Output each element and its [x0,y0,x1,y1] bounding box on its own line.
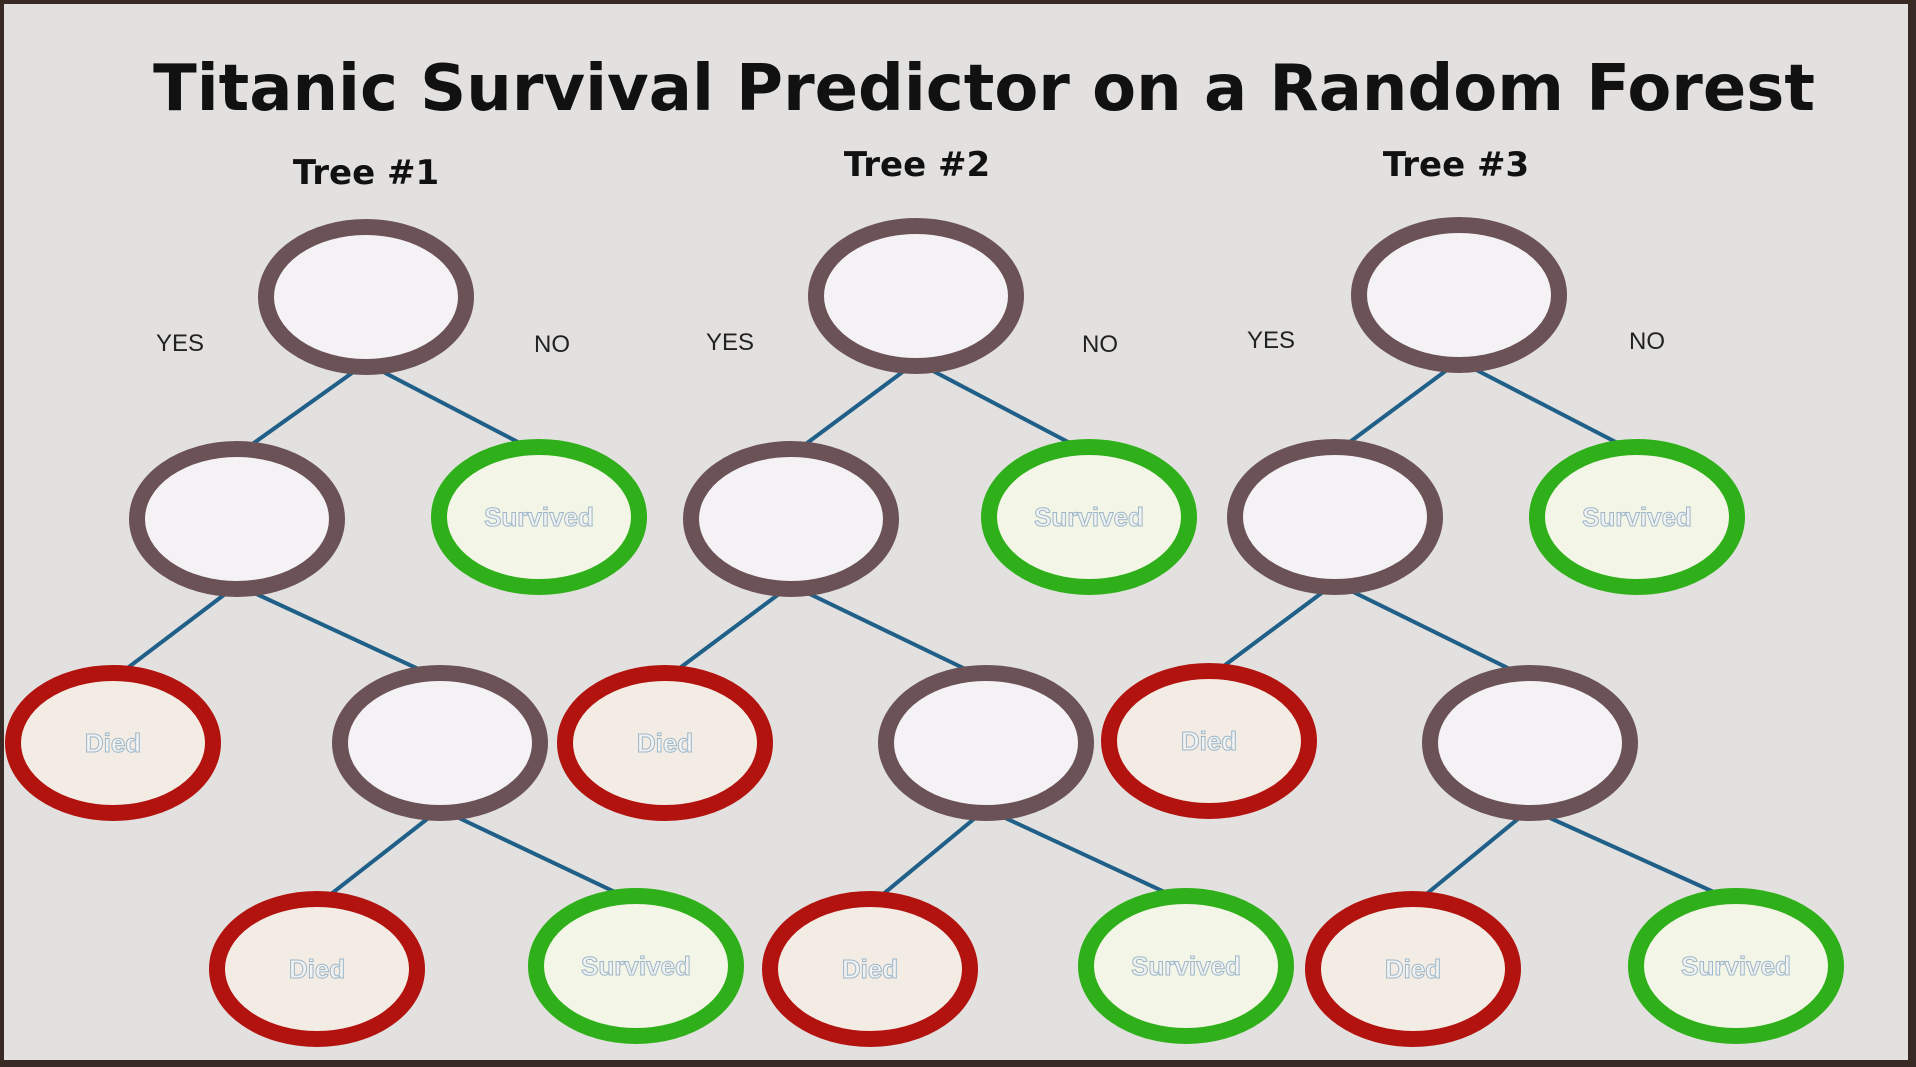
decision-node [129,441,345,597]
node-ellipse [557,665,773,821]
tree-edge [868,807,988,907]
node-ellipse [1227,439,1443,595]
died-leaf-node: Died [1305,891,1521,1047]
survived-leaf-node: Survived [528,888,744,1044]
died-leaf-node: Died [209,891,425,1047]
tree-edge [914,360,1091,455]
node-ellipse [1305,891,1521,1047]
random-forest-diagram: Titanic Survival Predictor on a Random F… [5,52,1844,1047]
node-label: Died [85,728,141,758]
decision-node [683,441,899,597]
tree-edge [1207,581,1337,679]
node-label: Survived [1681,951,1791,981]
node-ellipse [1078,888,1294,1044]
tree-title: Tree #2 [844,145,990,185]
node-ellipse [878,665,1094,821]
tree-edge [1457,359,1639,455]
node-label: Died [842,954,898,984]
tree-edge [789,360,918,457]
node-ellipse [129,441,345,597]
tree-edge [1528,807,1738,904]
died-leaf-node: Died [557,665,773,821]
tree-edge [315,807,442,907]
tree-2: Tree #2 YES NO Survived Died Died Survived [557,145,1294,1047]
tree-edge [663,583,793,681]
tree-title: Tree #3 [1383,145,1529,185]
no-branch-label: NO [534,331,570,358]
node-label: Survived [1034,502,1144,532]
node-ellipse [1422,665,1638,821]
no-branch-label: NO [1082,331,1118,358]
node-ellipse [5,665,221,821]
died-leaf-node: Died [762,891,978,1047]
died-leaf-node: Died [1101,663,1317,819]
decision-node [332,665,548,821]
node-ellipse [258,219,474,375]
node-ellipse [683,441,899,597]
tree-edge [789,583,988,681]
tree-edge [984,807,1188,904]
node-ellipse [1351,217,1567,373]
node-ellipse [1101,663,1317,819]
decision-node [1351,217,1567,373]
tree-edge [1411,807,1532,907]
tree-edge [111,583,239,681]
node-label: Died [637,728,693,758]
slide-title: Titanic Survival Predictor on a Random F… [153,52,1815,126]
node-ellipse [762,891,978,1047]
yes-branch-label: YES [706,329,754,356]
node-ellipse [209,891,425,1047]
tree-edge [1333,581,1532,681]
decision-node [1422,665,1638,821]
node-ellipse [981,439,1197,595]
tree-edge [1333,359,1461,455]
node-label: Survived [581,951,691,981]
tree-1: Tree #1 YES NO Survived Died Died Survived [5,153,744,1047]
node-label: Died [1181,726,1237,756]
slide: Titanic Survival Predictor on a Random F… [4,4,1908,1060]
tree-edge [438,807,638,904]
survived-leaf-node: Survived [981,439,1197,595]
decision-node [878,665,1094,821]
node-ellipse [431,439,647,595]
survived-leaf-node: Survived [431,439,647,595]
node-ellipse [332,665,548,821]
node-ellipse [528,888,744,1044]
decision-node [1227,439,1443,595]
survived-leaf-node: Survived [1078,888,1294,1044]
node-label: Died [289,954,345,984]
node-label: Died [1385,954,1441,984]
died-leaf-node: Died [5,665,221,821]
tree-3: Tree #3 YES NO Survived Died Died Survived [1101,145,1844,1047]
decision-node [258,219,474,375]
node-label: Survived [484,502,594,532]
tree-edge [235,361,368,457]
node-label: Survived [1131,951,1241,981]
tree-edge [364,361,541,455]
survived-leaf-node: Survived [1628,888,1844,1044]
yes-branch-label: YES [1247,327,1295,354]
node-label: Survived [1582,502,1692,532]
tree-edge [235,583,442,681]
no-branch-label: NO [1629,328,1665,355]
survived-leaf-node: Survived [1529,439,1745,595]
yes-branch-label: YES [156,330,204,357]
node-ellipse [1628,888,1844,1044]
tree-title: Tree #1 [293,153,439,193]
decision-node [808,218,1024,374]
node-ellipse [808,218,1024,374]
node-ellipse [1529,439,1745,595]
